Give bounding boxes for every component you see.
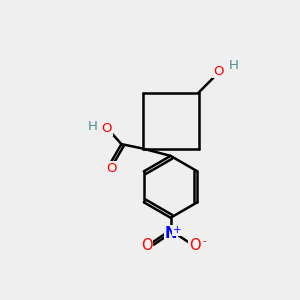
Text: O: O [106,162,116,175]
Text: +: + [173,225,182,235]
Text: O: O [101,122,112,135]
Text: H: H [88,120,98,133]
Text: H: H [229,59,239,72]
Text: O: O [141,238,152,253]
Text: -: - [202,236,206,246]
Text: O: O [213,64,224,78]
Text: O: O [189,238,201,253]
Text: N: N [164,226,177,241]
